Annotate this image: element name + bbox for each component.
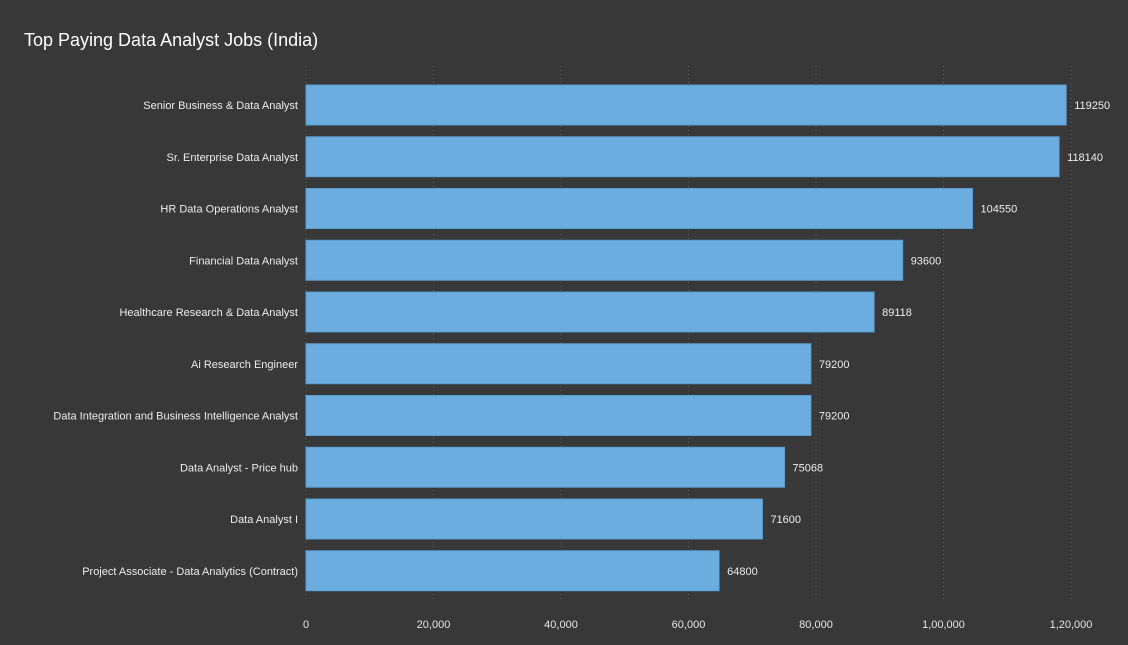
- category-label-1: Sr. Enterprise Data Analyst: [167, 152, 298, 164]
- x-tick-label-5: 1,00,000: [922, 619, 965, 631]
- value-label-3: 93600: [911, 255, 942, 267]
- category-label-7: Data Analyst - Price hub: [180, 462, 298, 474]
- category-label-8: Data Analyst I: [230, 514, 298, 526]
- x-tick-label-4: 80,000: [799, 619, 833, 631]
- value-label-7: 75068: [793, 462, 824, 474]
- bar-6: [305, 395, 812, 436]
- bar-4: [305, 291, 875, 333]
- value-label-6: 79200: [819, 411, 850, 423]
- x-tick-label-6: 1,20,000: [1050, 619, 1093, 631]
- x-tick-label-0: 0: [303, 619, 309, 631]
- value-label-2: 104550: [981, 204, 1018, 216]
- bar-2: [305, 188, 974, 229]
- bar-9: [305, 550, 720, 592]
- x-tick-label-3: 60,000: [672, 619, 706, 631]
- category-label-2: HR Data Operations Analyst: [160, 204, 298, 216]
- bar-7: [305, 446, 786, 488]
- category-label-4: Healthcare Research & Data Analyst: [119, 307, 298, 319]
- bar-8: [305, 498, 763, 540]
- bar-0: [305, 84, 1067, 126]
- value-label-5: 79200: [819, 359, 850, 371]
- value-label-8: 71600: [770, 514, 801, 526]
- category-label-6: Data Integration and Business Intelligen…: [53, 411, 298, 423]
- value-label-4: 89118: [882, 307, 912, 319]
- x-tick-label-2: 40,000: [544, 619, 578, 631]
- bar-3: [305, 239, 904, 281]
- value-label-1: 118140: [1067, 152, 1103, 164]
- category-label-9: Project Associate - Data Analytics (Cont…: [82, 566, 298, 578]
- category-label-3: Financial Data Analyst: [189, 255, 298, 267]
- value-label-9: 64800: [727, 566, 758, 578]
- bar-5: [305, 343, 812, 385]
- category-label-5: Ai Research Engineer: [191, 359, 298, 371]
- category-label-0: Senior Business & Data Analyst: [143, 100, 298, 112]
- chart-title: Top Paying Data Analyst Jobs (India): [24, 30, 319, 50]
- bar-1: [305, 136, 1060, 178]
- value-label-0: 119250: [1074, 100, 1110, 112]
- x-tick-label-1: 20,000: [417, 619, 451, 631]
